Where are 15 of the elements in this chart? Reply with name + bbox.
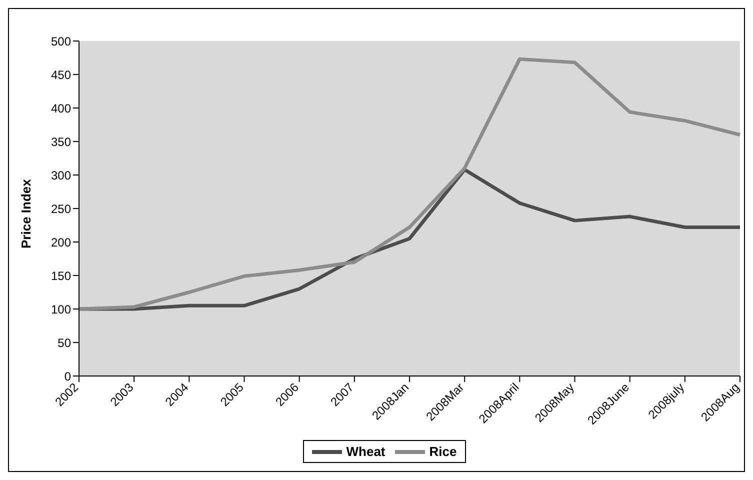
- y-tick-label: 400: [50, 101, 72, 116]
- y-tick-label: 0: [64, 369, 72, 384]
- line-series: [77, 57, 742, 311]
- legend-label: Rice: [428, 444, 457, 459]
- y-tick-label: 50: [58, 336, 72, 350]
- y-tick-label: 500: [50, 34, 72, 48]
- y-tick-label: 100: [50, 302, 72, 316]
- y-axis-title: Price Index: [18, 178, 34, 248]
- y-tick-label: 200: [50, 235, 72, 250]
- y-tick-label: 300: [50, 168, 72, 182]
- y-tick-label: 450: [50, 68, 72, 82]
- y-tick-label: 250: [50, 202, 72, 216]
- y-tick-label: 150: [50, 268, 72, 283]
- y-tick-label: 350: [50, 134, 72, 149]
- legend-label: Wheat: [345, 444, 386, 459]
